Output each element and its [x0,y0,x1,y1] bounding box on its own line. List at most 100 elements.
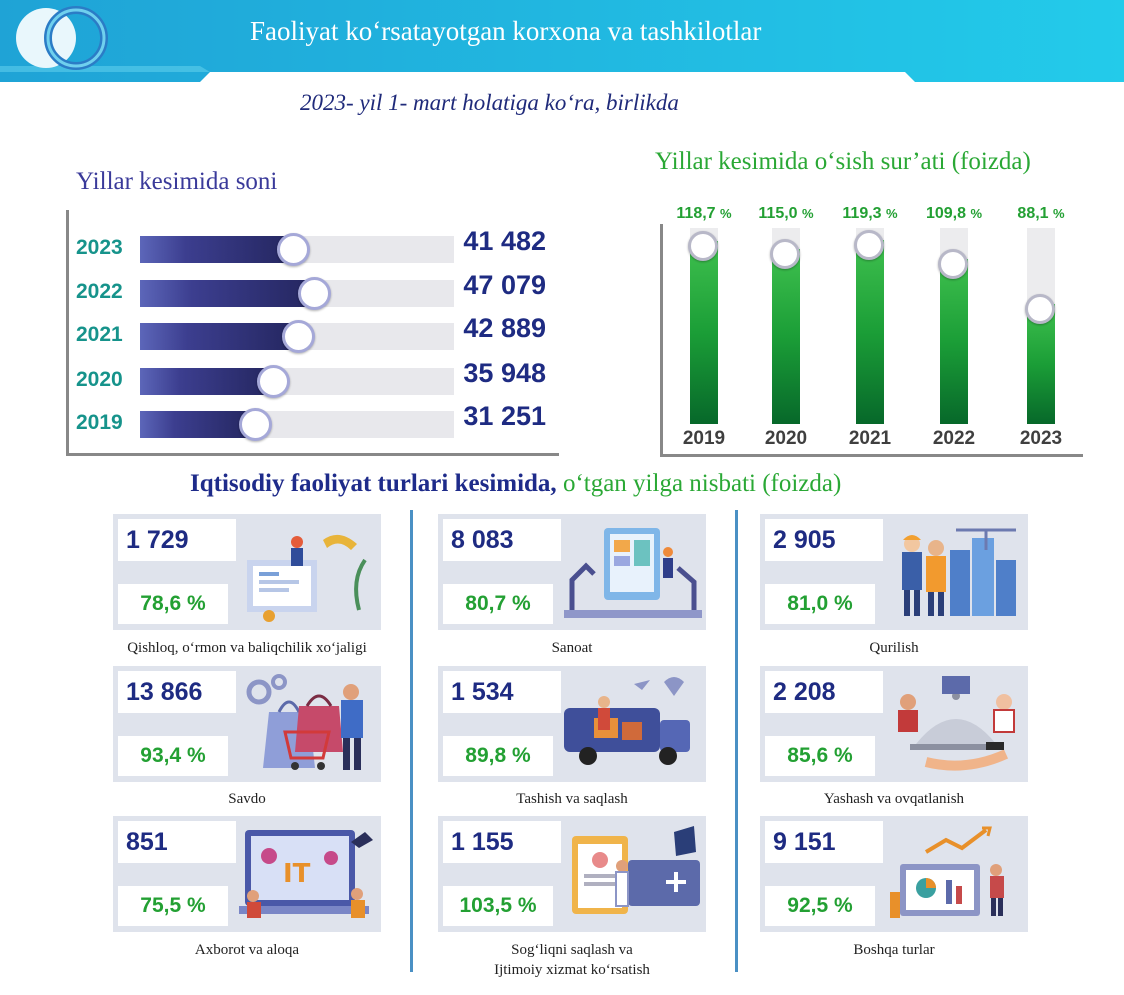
sector-count: 851 [118,821,236,863]
bar-value-label: 109,8 % [925,205,983,222]
growth-chart-title: Yillar kesimida o‘sish sur’ati (foizda) [655,148,1031,175]
percent-sign: % [720,206,732,221]
sectors-title-rest: o‘tgan yilga nisbati (foizda) [556,470,842,497]
sector-count: 1 155 [443,821,561,863]
sector-count: 2 208 [765,671,883,713]
bar-end-marker [282,320,315,353]
it-illustration: IT [239,830,373,918]
bar-category-label: 2019 [682,428,726,449]
bar-end-marker [938,249,968,279]
sector-label: Sog‘liqni saqlash va [511,942,633,958]
bar-category-label: 2023 [1019,428,1063,449]
bar-category-label: 2023 [76,236,123,259]
bar [1027,304,1055,424]
bar-category-label: 2019 [76,411,123,434]
bar-track [140,408,454,441]
sector-card: 1 534 89,8 % [438,666,706,782]
bar-end-marker [1025,294,1055,324]
bar [690,241,718,424]
bar-end-marker [854,230,884,260]
bar-track [140,365,454,398]
bar [140,323,298,350]
sector-count: 1 729 [118,519,236,561]
sector-label: Qurilish [869,640,919,656]
sector-percent: 92,5 % [765,886,875,926]
sector-count: 2 905 [765,519,883,561]
healthcare-illustration [572,826,700,914]
other-analytics-illustration [890,826,1004,918]
count-chart-title: Yillar kesimida soni [76,168,278,195]
sector-percent: 85,6 % [765,736,875,776]
page-title: Faoliyat ko‘rsatayotgan korxona va tashk… [250,16,762,46]
bar-end-marker [770,239,800,269]
sector-percent: 80,7 % [443,584,553,624]
sector-card: 851 75,5 % IT [113,816,381,932]
bar-track [140,233,454,266]
industry-illustration [564,528,702,618]
sector-percent: 81,0 % [765,584,875,624]
percent-sign: % [1053,206,1065,221]
sector-card: 2 905 81,0 % [760,514,1028,630]
construction-illustration [902,528,1016,616]
bar [772,249,800,424]
bar-value-label: 88,1 % [1017,205,1065,222]
sector-count: 13 866 [118,671,236,713]
sector-label: Yashash va ovqatlanish [823,791,965,807]
sector-percent: 89,8 % [443,736,553,776]
sector-card: 1 729 78,6 % [113,514,381,630]
bar-category-label: 2021 [76,323,123,346]
bar [856,240,884,424]
sectors-title-bold: Iqtisodiy faoliyat turlari kesimida, [190,470,557,497]
bar-row: 2019 31 251 [76,401,556,441]
sector-label: Sanoat [551,640,593,656]
bar [940,259,968,424]
bar-value-label: 47 079 [463,270,546,300]
bar-row: 2021 42 889 [76,313,556,353]
bar-end-marker [277,233,310,266]
bar-value-label: 41 482 [463,226,546,256]
bar-row: 2022 47 079 [76,270,556,310]
bar-value-label: 118,7 % [676,205,732,222]
delivery-illustration [564,677,690,765]
sector-label: Axborot va aloqa [194,942,300,958]
bar-track [688,228,718,424]
sector-count: 1 534 [443,671,561,713]
bar-value-label: 119,3 % [842,205,898,222]
page-subtitle: 2023- yil 1- mart holatiga ko‘ra, birlik… [300,90,679,115]
logo-icon [16,6,108,70]
sector-card: 2 208 85,6 % [760,666,1028,782]
bar-track [770,228,800,424]
sector-percent: 103,5 % [443,886,553,926]
percent-sign: % [802,206,814,221]
bar-category-label: 2020 [764,428,808,449]
column-divider [410,510,413,972]
sector-card: 8 083 80,7 % [438,514,706,630]
bar [140,236,293,263]
sectors-title: Iqtisodiy faoliyat turlari kesimida, o‘t… [190,470,841,498]
bar-value-label: 115,0 % [758,205,814,222]
bar [140,411,255,438]
sector-count: 9 151 [765,821,883,863]
sector-percent: 93,4 % [118,736,228,776]
bar-end-marker [257,365,290,398]
bar-end-marker [239,408,272,441]
sector-label: Qishloq, o‘rmon va baliqchilik xo‘jaligi [127,640,367,656]
bar-row: 2023 41 482 [76,226,556,266]
bar [140,280,314,307]
bar-row: 2020 35 948 [76,358,556,398]
sector-percent: 75,5 % [118,886,228,926]
header-banner [0,0,1124,82]
bar-value-label: 35 948 [463,358,546,388]
bar-track [854,228,884,424]
bar-end-marker [688,231,718,261]
sector-card: 1 155 103,5 % [438,816,706,932]
bar [140,368,273,395]
sector-card: 9 151 92,5 % [760,816,1028,932]
hotel-food-illustration [898,676,1015,771]
bar-track [140,320,454,353]
sector-card: 13 866 93,4 % [113,666,381,782]
shopping-illustration [246,674,363,770]
sector-label: Tashish va saqlash [516,791,628,807]
column-divider [735,510,738,972]
percent-sign: % [886,206,898,221]
